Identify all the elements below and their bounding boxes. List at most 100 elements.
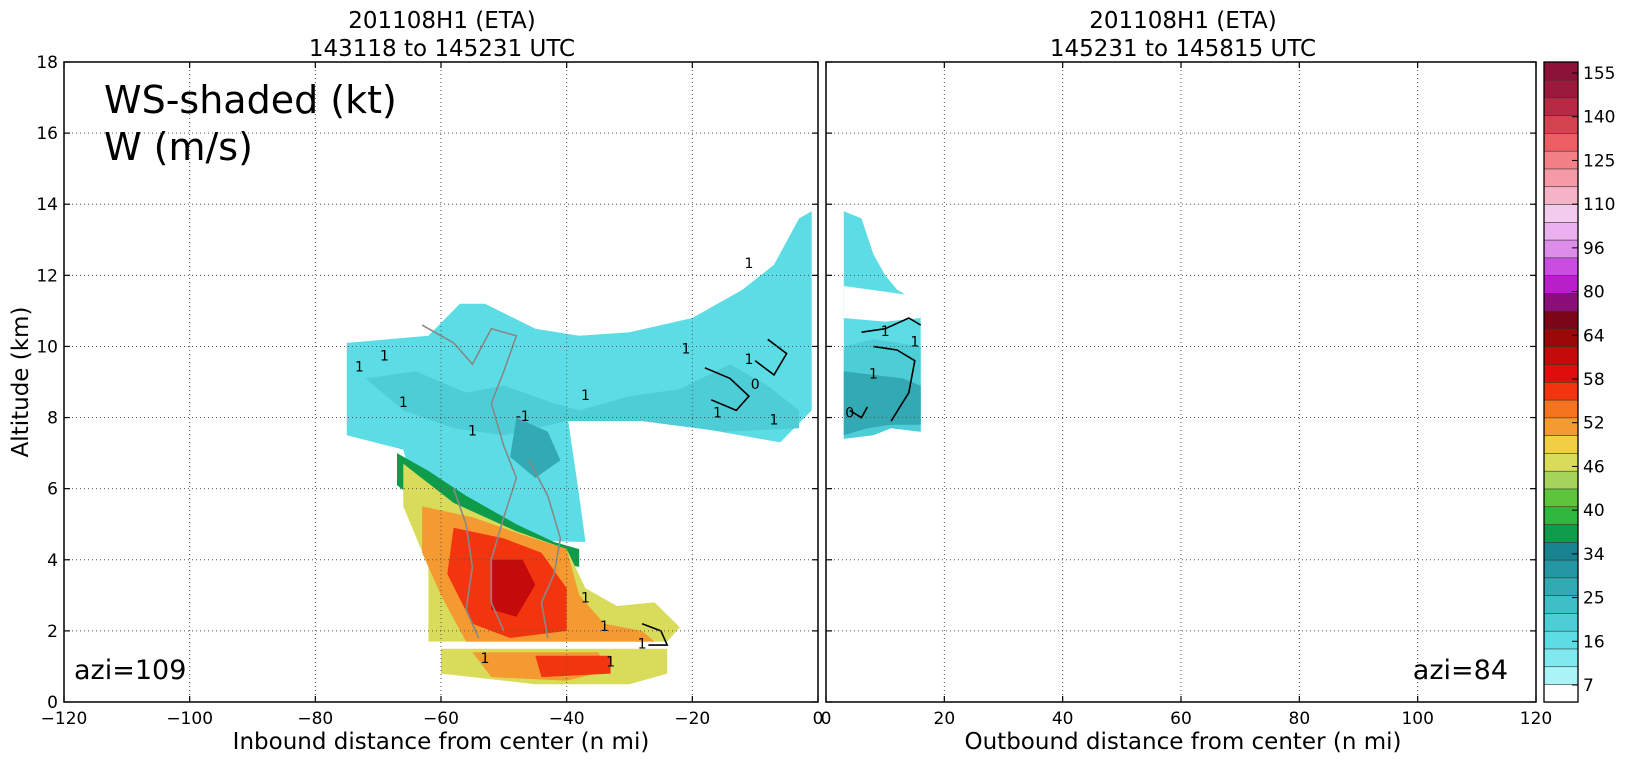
colorbar-swatch [1543, 79, 1579, 99]
wind-speed-region [365, 364, 800, 436]
x-tick-label: −20 [674, 709, 710, 729]
y-tick-label: 6 [47, 480, 58, 500]
wind-speed-region [535, 655, 611, 678]
y-tick-label: 8 [47, 409, 58, 429]
colorbar-tick-label: 125 [1583, 151, 1615, 171]
x-tick-label: 60 [1170, 709, 1192, 729]
contour-label: 1 [744, 256, 753, 272]
wind-speed-region [491, 559, 536, 617]
colorbar-frame [1543, 61, 1579, 703]
colorbar-tick-label: 58 [1583, 370, 1605, 390]
colorbar-swatch [1543, 328, 1579, 348]
left-azimuth-label: azi=109 [74, 655, 186, 686]
right-vertical-velocity-contours [849, 317, 922, 422]
x-tick-label: 0 [821, 709, 832, 729]
x-tick-label: −120 [41, 709, 88, 729]
colorbar-swatch [1543, 506, 1579, 525]
y-tick-label: 16 [36, 124, 58, 144]
colorbar-swatch [1543, 399, 1579, 419]
vertical-velocity-contour [528, 459, 562, 639]
right-subtitle: 145231 to 145815 UTC [1050, 36, 1316, 62]
contour-label: 1 [581, 590, 590, 606]
right-azimuth-label: azi=84 [1413, 655, 1508, 686]
contour-label: 1 [770, 413, 779, 429]
right-plot: 1 1 1 0 0 20 40 60 80 100 120 [821, 61, 1552, 729]
colorbar-swatch [1543, 541, 1579, 561]
colorbar-tick-label: 25 [1583, 589, 1605, 609]
colorbar-tick-label: 155 [1583, 64, 1615, 84]
colorbar: 155 140 125 110 96 80 64 58 52 46 40 34 25 16 7 [1543, 61, 1615, 703]
colorbar-swatch [1543, 648, 1579, 668]
x-tick-label: −80 [297, 709, 333, 729]
left-vertical-velocity-contours [421, 324, 788, 646]
wind-speed-region [510, 417, 561, 478]
contour-label: 1 [380, 349, 389, 365]
vertical-velocity-contour [861, 317, 922, 333]
contour-label: 0 [751, 377, 760, 393]
colorbar-swatch [1543, 381, 1579, 401]
colorbar-swatch [1543, 488, 1579, 508]
contour-label: 1 [869, 366, 878, 382]
right-grid [826, 62, 1536, 702]
colorbar-swatch [1543, 417, 1579, 436]
x-tick-label: −60 [423, 709, 459, 729]
contour-label: 1 [881, 324, 890, 340]
colorbar-swatch [1543, 452, 1579, 472]
colorbar-swatch [1543, 115, 1579, 134]
colorbar-tick-label: 96 [1583, 239, 1605, 259]
colorbar-swatch [1543, 132, 1579, 152]
contour-label: 1 [481, 651, 490, 667]
right-axis-ticks: 0 20 40 60 80 100 120 [821, 61, 1552, 729]
x-tick-label: −100 [166, 709, 213, 729]
colorbar-tick-label: 7 [1583, 676, 1594, 696]
colorbar-swatch [1543, 203, 1579, 223]
left-annotation-line-2: W (m/s) [104, 125, 253, 169]
colorbar-swatch [1543, 221, 1579, 241]
contour-label: 1 [682, 342, 691, 358]
contour-label: 1 [713, 406, 722, 422]
colorbar-swatch [1543, 559, 1579, 579]
colorbar-tick-label: 40 [1583, 501, 1605, 521]
contour-label: 1 [744, 352, 753, 368]
contour-label: 1 [355, 359, 364, 375]
colorbar-swatch [1543, 97, 1579, 116]
colorbar-swatch [1543, 523, 1579, 543]
wind-speed-region [346, 211, 812, 543]
colorbar-swatch [1543, 292, 1579, 312]
contour-label: -1 [516, 409, 530, 425]
contour-label: 1 [910, 334, 919, 350]
colorbar-tick-label: 64 [1583, 326, 1605, 346]
colorbar-swatch [1543, 683, 1579, 703]
colorbar-tick-label: 80 [1583, 283, 1605, 303]
contour-label: 1 [399, 395, 408, 411]
colorbar-swatch [1543, 470, 1579, 490]
right-contour-labels: 1 1 1 0 [845, 324, 919, 422]
contour-label: 1 [600, 619, 609, 635]
y-tick-label: 10 [36, 337, 58, 357]
vertical-velocity-contour [873, 345, 916, 422]
vertical-velocity-contour [641, 623, 669, 646]
vertical-velocity-contour [421, 324, 518, 632]
x-tick-label: 80 [1289, 709, 1311, 729]
left-annotation-line-1: WS-shaded (kt) [104, 78, 397, 122]
colorbar-swatch [1543, 363, 1579, 383]
colorbar-swatch [1543, 186, 1579, 205]
colorbar-swatch [1543, 612, 1579, 632]
colorbar-swatch [1543, 666, 1579, 685]
left-grid [64, 62, 818, 702]
wind-speed-region [843, 371, 921, 436]
colorbar-tick-label: 110 [1583, 195, 1615, 215]
colorbar-swatch [1543, 239, 1579, 259]
colorbar-swatch [1543, 275, 1579, 294]
y-tick-label: 14 [36, 195, 58, 215]
colorbar-swatch [1543, 310, 1579, 330]
colorbar-tick-label: 46 [1583, 457, 1605, 477]
x-tick-label: 0 [813, 709, 824, 729]
colorbar-swatch [1543, 577, 1579, 596]
colorbar-tick-label: 52 [1583, 414, 1605, 434]
vertical-velocity-contour [704, 367, 751, 412]
vertical-velocity-contour [849, 406, 869, 419]
